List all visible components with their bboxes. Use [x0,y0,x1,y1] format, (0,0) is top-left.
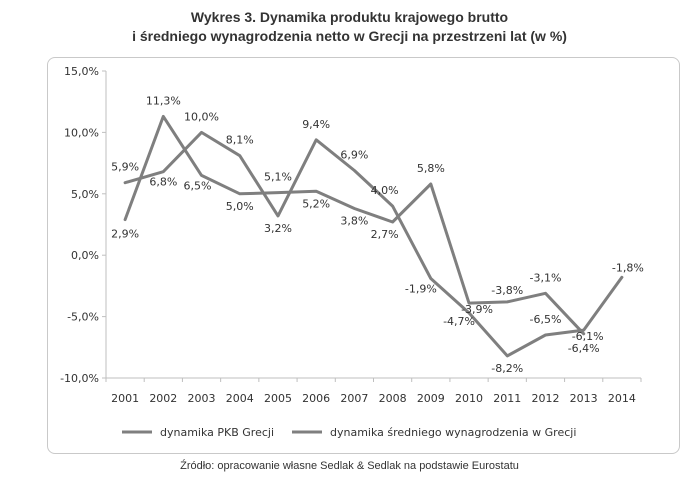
x-axis-tick-label: 2005 [264,392,292,405]
x-axis-tick-label: 2003 [188,392,216,405]
data-label: -6,4% [568,342,600,355]
data-label: 4,0% [371,184,399,197]
legend-label-1: dynamika PKB Grecji [160,426,274,439]
data-label: -1,8% [612,261,644,274]
y-axis-tick-label: 15,0% [64,65,99,78]
data-label: -4,7% [443,315,475,328]
data-label: 3,8% [340,215,368,228]
y-axis-tick-label: -10,0% [60,372,99,385]
x-axis-tick-label: 2013 [570,392,598,405]
data-label: -6,1% [572,330,604,343]
y-axis-tick-label: 0,0% [71,249,99,262]
data-label: 5,8% [417,162,445,175]
data-label: 5,0% [226,200,254,213]
data-label: -3,1% [530,271,562,284]
y-axis-tick-label: -5,0% [67,311,99,324]
data-label: 3,2% [264,222,292,235]
x-axis-tick-label: 2014 [608,392,636,405]
x-axis-tick-label: 2012 [531,392,559,405]
chart-title-line2: i średniego wynagrodzenia netto w Grecji… [132,28,567,44]
data-label: 5,1% [264,171,292,184]
x-axis-tick-label: 2004 [226,392,254,405]
x-axis-tick-label: 2002 [149,392,177,405]
data-label: -3,9% [461,303,493,316]
data-label: 6,5% [184,179,212,192]
chart-frame [47,57,680,454]
data-label: 5,2% [302,197,330,210]
data-label: 11,3% [146,94,181,107]
data-label: -1,9% [405,283,437,296]
series-line-2 [123,114,586,336]
data-label: 6,9% [340,148,368,161]
legend-label-2: dynamika średniego wynagrodzenia w Grecj… [330,426,576,439]
x-axis-tick-label: 2008 [379,392,407,405]
x-axis-tick-label: 2007 [340,392,368,405]
y-axis-tick-label: 5,0% [71,188,99,201]
y-axis-tick-label: 10,0% [64,126,99,139]
data-label: 2,7% [371,228,399,241]
data-label: 10,0% [184,110,219,123]
source-note: Źródło: opracowanie własne Sedlak & Sedl… [180,460,519,472]
x-axis-tick-label: 2006 [302,392,330,405]
x-axis-tick-label: 2011 [493,392,521,405]
chart-title-line1: Wykres 3. Dynamika produktu krajowego br… [190,9,509,25]
data-label: 5,9% [111,161,139,174]
x-axis-tick-label: 2009 [417,392,445,405]
data-label: 2,9% [111,228,139,241]
chart-title: Wykres 3. Dynamika produktu krajowego br… [0,8,699,46]
x-axis-tick-label: 2010 [455,392,483,405]
x-axis-tick-label: 2001 [111,392,139,405]
data-label: -8,2% [491,362,523,375]
data-label: -3,8% [491,284,523,297]
series-line-1 [123,130,624,358]
data-label: -6,5% [530,313,562,326]
data-label: 8,1% [226,134,254,147]
data-label: 6,8% [149,176,177,189]
data-label: 9,4% [302,118,330,131]
